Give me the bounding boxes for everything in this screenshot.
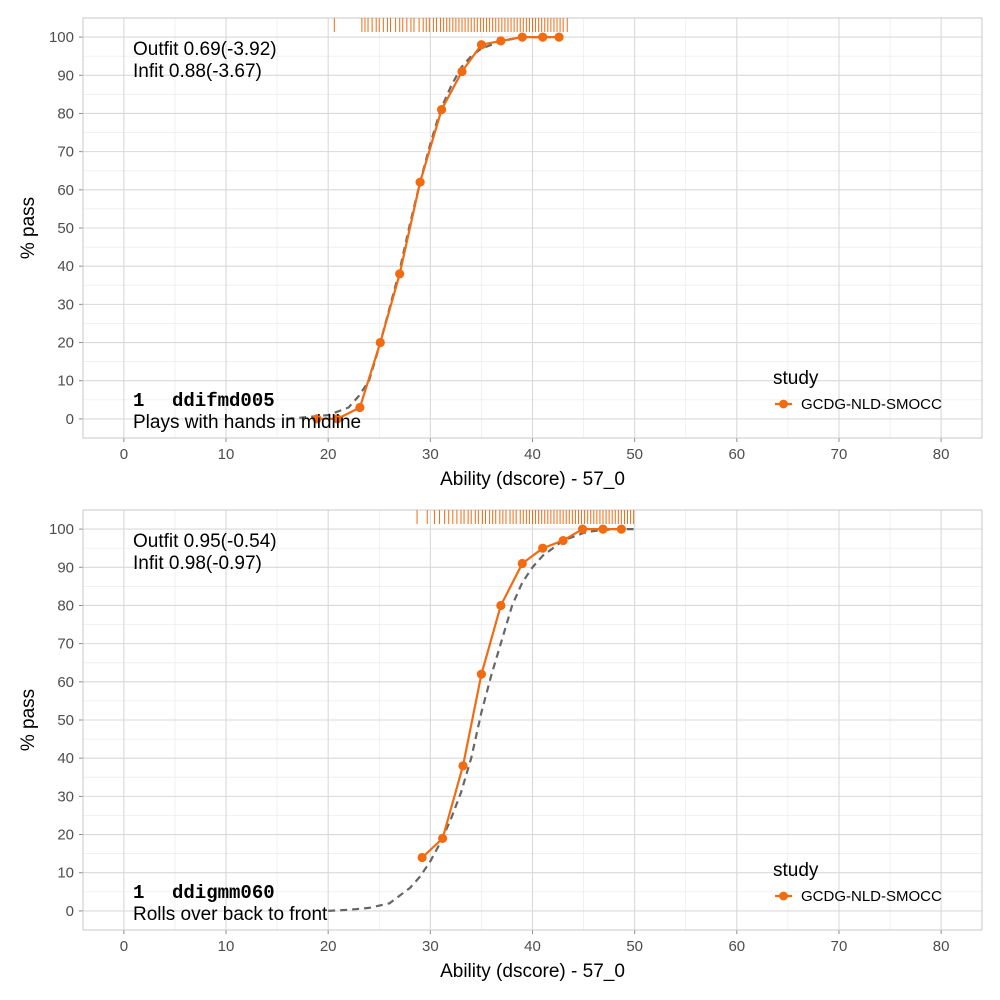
outfit-label: Outfit 0.69(-3.92) (133, 39, 277, 60)
x-tick-label: 0 (120, 938, 128, 955)
chart-panel-2: 0 10 20 30 40 50 60 70 80 0 10 20 30 40 50 60 70 80 90 100 O… (18, 509, 983, 982)
y-axis-title: % pass (18, 689, 39, 751)
infit-label: Infit 0.98(-0.97) (133, 553, 262, 574)
item-description: Rolls over back to front (133, 904, 328, 925)
x-tick-label: 40 (524, 938, 541, 955)
y-tick-label: 50 (57, 712, 74, 729)
y-tick-label: 20 (57, 827, 74, 844)
data-point (538, 543, 548, 553)
y-tick-label: 40 (57, 750, 74, 767)
item-number: 1 (133, 882, 144, 904)
data-point (375, 337, 385, 348)
data-point (476, 669, 487, 679)
legend-swatch-point (779, 399, 788, 409)
data-point (436, 105, 447, 115)
legend-title: study (773, 860, 819, 881)
y-axis-title: % pass (18, 197, 39, 259)
chart-panel-1: 0 10 20 30 40 50 60 70 80 0 10 20 30 40 50 60 70 80 90 100 O… (18, 17, 983, 490)
data-point (496, 36, 506, 46)
item-number: 1 (133, 390, 144, 412)
data-point (577, 524, 588, 534)
x-tick-label: 40 (524, 446, 541, 463)
legend-label: GCDG-NLD-SMOCC (801, 888, 942, 905)
x-tick-label: 60 (728, 938, 745, 955)
item-description: Plays with hands in midline (133, 412, 361, 433)
y-tick-label: 30 (57, 296, 74, 313)
y-tick-label: 100 (49, 521, 74, 538)
y-tick-label: 100 (49, 29, 74, 46)
x-tick-label: 80 (933, 446, 950, 463)
data-point (355, 402, 365, 413)
x-tick-label: 20 (320, 446, 337, 463)
data-point (457, 66, 467, 77)
y-tick-label: 0 (66, 411, 74, 428)
y-tick-label: 90 (57, 67, 74, 84)
item-code: ddigmm060 (172, 882, 275, 904)
model-curve (328, 527, 635, 912)
y-tick-label: 10 (57, 865, 74, 882)
data-point (517, 32, 527, 42)
y-tick-label: 90 (57, 559, 74, 576)
x-tick-label: 10 (218, 446, 235, 463)
x-tick-label: 50 (626, 938, 643, 955)
x-tick-label: 70 (831, 938, 848, 955)
y-tick-label: 70 (57, 636, 74, 653)
data-point (395, 269, 405, 279)
legend-swatch-point (779, 891, 788, 901)
y-tick-label: 0 (66, 903, 74, 920)
data-point (415, 177, 425, 187)
y-tick-label: 40 (57, 258, 74, 275)
data-point (332, 414, 342, 424)
y-tick-label: 50 (57, 220, 74, 237)
data-point (538, 32, 548, 42)
x-tick-label: 30 (422, 938, 439, 955)
data-point (496, 600, 506, 611)
y-tick-label: 60 (57, 182, 74, 199)
y-tick-label: 20 (57, 335, 74, 352)
data-point (458, 761, 468, 771)
legend-label: GCDG-NLD-SMOCC (801, 396, 942, 413)
item-code: ddifmd005 (172, 390, 275, 412)
x-tick-label: 0 (120, 446, 128, 463)
y-tick-label: 80 (57, 105, 74, 122)
x-tick-label: 50 (626, 446, 643, 463)
y-tick-label: 10 (57, 373, 74, 390)
data-point (554, 32, 564, 42)
x-tick-label: 30 (422, 446, 439, 463)
data-point (558, 535, 568, 546)
data-point (438, 833, 448, 843)
data-point (517, 558, 527, 569)
x-tick-label: 60 (728, 446, 745, 463)
y-tick-label: 30 (57, 788, 74, 805)
x-axis-title: Ability (dscore) - 57_0 (440, 469, 625, 490)
y-tick-label: 80 (57, 597, 74, 614)
outfit-label: Outfit 0.95(-0.54) (133, 531, 277, 552)
data-point (616, 524, 626, 534)
x-tick-label: 20 (320, 938, 337, 955)
x-axis-title: Ability (dscore) - 57_0 (440, 961, 625, 982)
y-tick-label: 70 (57, 144, 74, 161)
data-point (417, 852, 427, 863)
data-point (598, 524, 608, 534)
x-tick-label: 70 (831, 446, 848, 463)
infit-label: Infit 0.88(-3.67) (133, 61, 262, 82)
x-tick-label: 10 (218, 938, 235, 955)
data-point (312, 414, 322, 424)
data-point (476, 40, 487, 50)
x-tick-label: 80 (933, 938, 950, 955)
y-tick-label: 60 (57, 674, 74, 691)
legend-title: study (773, 368, 819, 389)
